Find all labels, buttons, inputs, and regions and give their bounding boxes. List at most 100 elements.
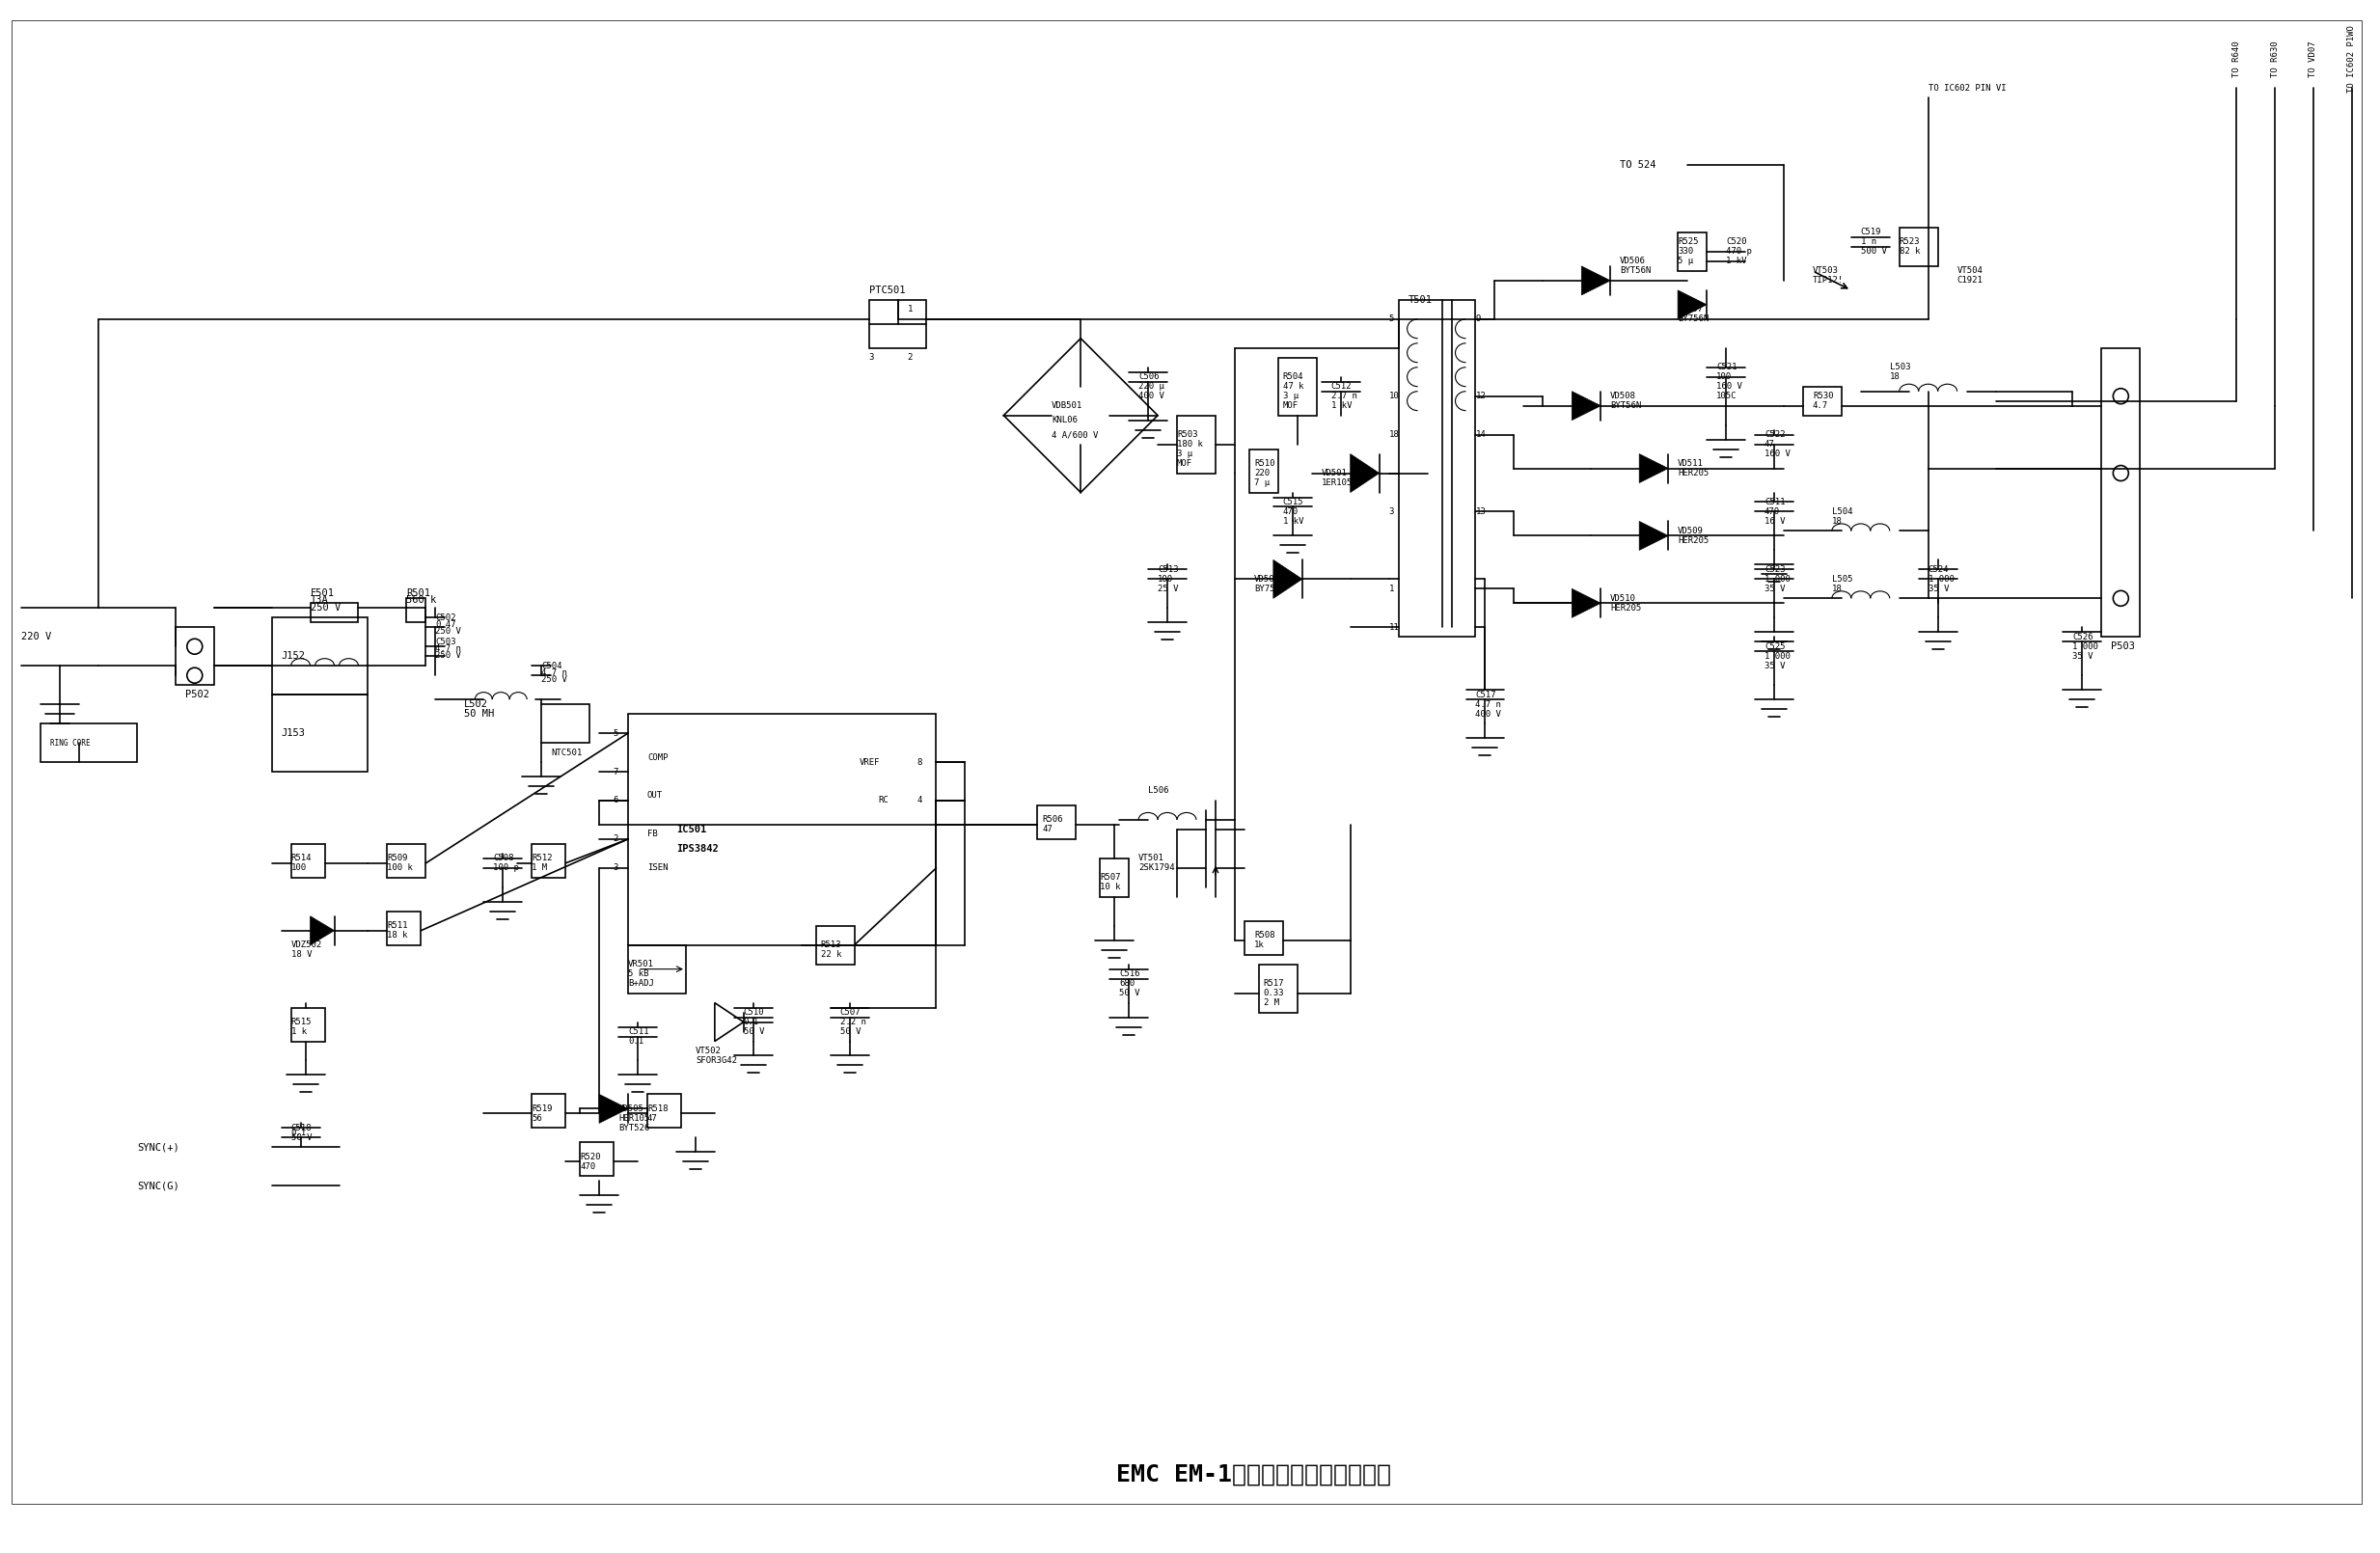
Text: 100: 100 (1157, 575, 1173, 584)
Bar (271, 694, 369, 772)
Bar (176, 627, 214, 685)
Text: 10 k: 10 k (1100, 884, 1121, 891)
Text: 470: 470 (1283, 508, 1299, 516)
Bar (290, 843, 324, 877)
Text: 470 p: 470 p (1726, 247, 1752, 256)
Polygon shape (1580, 266, 1611, 295)
Text: 180 k: 180 k (1178, 439, 1202, 449)
Text: 3 μ: 3 μ (1283, 391, 1299, 401)
Text: 47: 47 (647, 1114, 657, 1123)
Bar (1038, 806, 1076, 839)
Bar (309, 603, 359, 623)
Polygon shape (309, 916, 333, 946)
Text: 5 μ: 5 μ (1678, 256, 1692, 266)
Text: 0.47: 0.47 (436, 620, 457, 629)
Text: MOF: MOF (1283, 401, 1299, 410)
Text: 2.7 n: 2.7 n (1330, 391, 1357, 401)
Text: 220: 220 (1254, 469, 1269, 477)
Text: COMP: COMP (647, 753, 669, 761)
Bar (1899, 228, 1937, 266)
Text: C512: C512 (1330, 382, 1352, 391)
Text: 0.1: 0.1 (290, 1129, 307, 1137)
Text: RING CORE: RING CORE (50, 739, 90, 747)
Bar (2102, 348, 2140, 637)
Text: C519: C519 (1861, 228, 1883, 236)
Text: VT502: VT502 (695, 1047, 721, 1056)
Bar (1100, 859, 1128, 898)
Text: 1 kV: 1 kV (1330, 401, 1352, 410)
Bar (388, 843, 426, 877)
Text: VT501: VT501 (1138, 854, 1164, 862)
Text: VD506: VD506 (1621, 256, 1647, 266)
Text: 2: 2 (614, 836, 619, 843)
Text: 10: 10 (1390, 391, 1399, 401)
Text: C1921: C1921 (1956, 276, 1983, 284)
Text: 0.1: 0.1 (743, 1017, 759, 1027)
Text: 8: 8 (916, 758, 921, 766)
Text: 250 V: 250 V (309, 603, 340, 613)
Text: C516: C516 (1119, 969, 1140, 978)
Text: SYNC(G): SYNC(G) (138, 1180, 178, 1191)
Text: VD502: VD502 (1254, 575, 1280, 584)
Text: 1: 1 (907, 304, 912, 314)
Text: IC501: IC501 (676, 825, 707, 834)
Text: R525: R525 (1678, 238, 1699, 247)
Text: R519: R519 (531, 1104, 552, 1114)
Text: R508: R508 (1254, 932, 1276, 940)
Polygon shape (1640, 453, 1668, 483)
Text: C506: C506 (1138, 373, 1159, 380)
Text: C526: C526 (2073, 632, 2094, 641)
Bar (869, 300, 926, 348)
Text: 1 k: 1 k (290, 1028, 307, 1036)
Text: HER105: HER105 (619, 1114, 650, 1123)
Bar (540, 704, 590, 742)
Text: 4.7 n: 4.7 n (540, 668, 566, 677)
Text: 1 000: 1 000 (1764, 575, 1790, 584)
Text: VD508: VD508 (1611, 391, 1637, 401)
Text: 5: 5 (614, 728, 619, 738)
Text: BY752G: BY752G (1254, 584, 1285, 593)
Text: C502: C502 (436, 613, 457, 621)
Text: J152: J152 (281, 651, 305, 662)
Text: R510: R510 (1254, 460, 1276, 467)
Text: VDB501: VDB501 (1052, 401, 1083, 410)
Bar (531, 843, 566, 877)
Text: C523: C523 (1764, 565, 1785, 573)
Text: R503: R503 (1178, 430, 1197, 439)
Text: 18: 18 (1390, 430, 1399, 439)
Text: R530: R530 (1814, 391, 1833, 401)
Text: TO VD07: TO VD07 (2309, 40, 2318, 78)
Text: SFOR3G42: SFOR3G42 (695, 1056, 738, 1065)
Text: 35 V: 35 V (2073, 652, 2094, 660)
Text: C508: C508 (493, 854, 514, 862)
Text: 47 k: 47 k (1283, 382, 1304, 391)
Bar (1399, 300, 1476, 637)
Text: 25 V: 25 V (1157, 584, 1178, 593)
Text: L504: L504 (1833, 508, 1852, 516)
Text: 50 V: 50 V (840, 1028, 862, 1036)
Text: VD505: VD505 (619, 1104, 645, 1114)
Text: 500 V: 500 V (1861, 247, 1887, 256)
Text: 1: 1 (1390, 584, 1395, 593)
Text: VDZ502: VDZ502 (290, 941, 321, 949)
Text: C513: C513 (1157, 565, 1178, 573)
Text: VT504: VT504 (1956, 267, 1983, 275)
Text: BYT526: BYT526 (619, 1124, 650, 1132)
Polygon shape (600, 1095, 628, 1123)
Text: 5: 5 (1390, 315, 1395, 323)
Text: T3A: T3A (309, 595, 328, 606)
Text: C520: C520 (1726, 238, 1747, 247)
Bar (628, 946, 685, 994)
Text: 2SK1794: 2SK1794 (1138, 863, 1176, 873)
Text: 18: 18 (1833, 584, 1842, 593)
Text: VD507: VD507 (1678, 304, 1704, 314)
Text: 4 A/600 V: 4 A/600 V (1052, 430, 1100, 439)
Text: 100: 100 (1716, 373, 1733, 380)
Text: 3: 3 (1390, 508, 1395, 516)
Text: R504: R504 (1283, 373, 1304, 380)
Text: 560 k: 560 k (407, 595, 436, 606)
Text: VD510: VD510 (1611, 593, 1637, 603)
Bar (271, 618, 369, 694)
Text: 220 V: 220 V (21, 632, 52, 641)
Text: NTC501: NTC501 (552, 749, 583, 756)
